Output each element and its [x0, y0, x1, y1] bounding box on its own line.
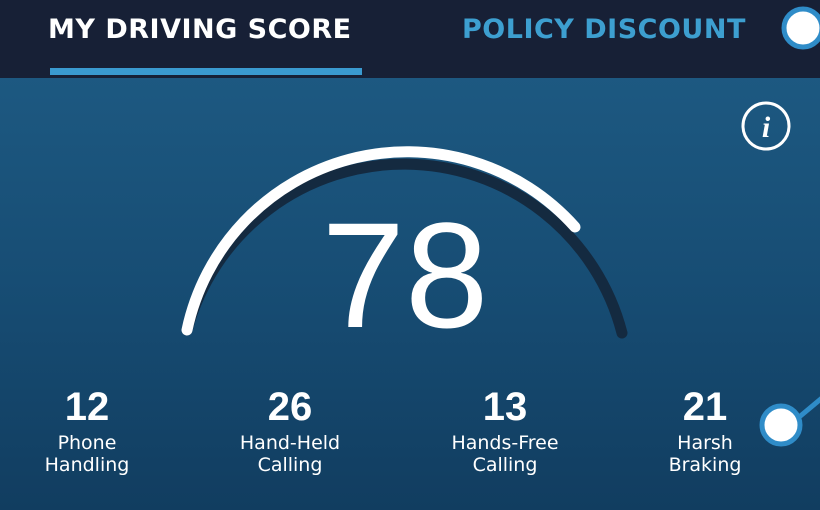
gauge-fill — [181, 146, 581, 336]
tab[interactable]: POLICY DISCOUNT — [462, 14, 746, 45]
metric-label: Phone — [57, 432, 117, 454]
metric-label: Hands-Free — [451, 432, 559, 454]
metric-value: 21 — [682, 385, 728, 429]
metric-label: Braking — [668, 454, 742, 476]
metric-value: 13 — [482, 385, 528, 429]
metric-label: Calling — [257, 454, 323, 476]
info-button[interactable]: i — [741, 101, 791, 151]
metric-label: Hand-Held — [239, 432, 341, 454]
score-value: 78 — [321, 191, 489, 359]
metric: 12 Phone Handling — [0, 382, 177, 476]
metric: 26 Hand-Held Calling — [200, 382, 380, 476]
metric-label: Calling — [472, 454, 538, 476]
touch-indicator — [759, 6, 820, 447]
svg-text:i: i — [762, 111, 771, 144]
metric-label: Harsh — [677, 432, 733, 454]
tab[interactable]: MY DRIVING SCORE — [48, 14, 352, 45]
metric: 21 Harsh Braking — [615, 382, 795, 476]
active-tab-indicator — [50, 68, 362, 75]
metric-value: 26 — [267, 385, 313, 429]
metric: 13 Hands-Free Calling — [415, 382, 595, 476]
metric-value: 12 — [64, 385, 110, 429]
tab-bar: MY DRIVING SCORE POLICY DISCOUNT — [0, 0, 820, 78]
metric-label: Handling — [44, 454, 130, 476]
